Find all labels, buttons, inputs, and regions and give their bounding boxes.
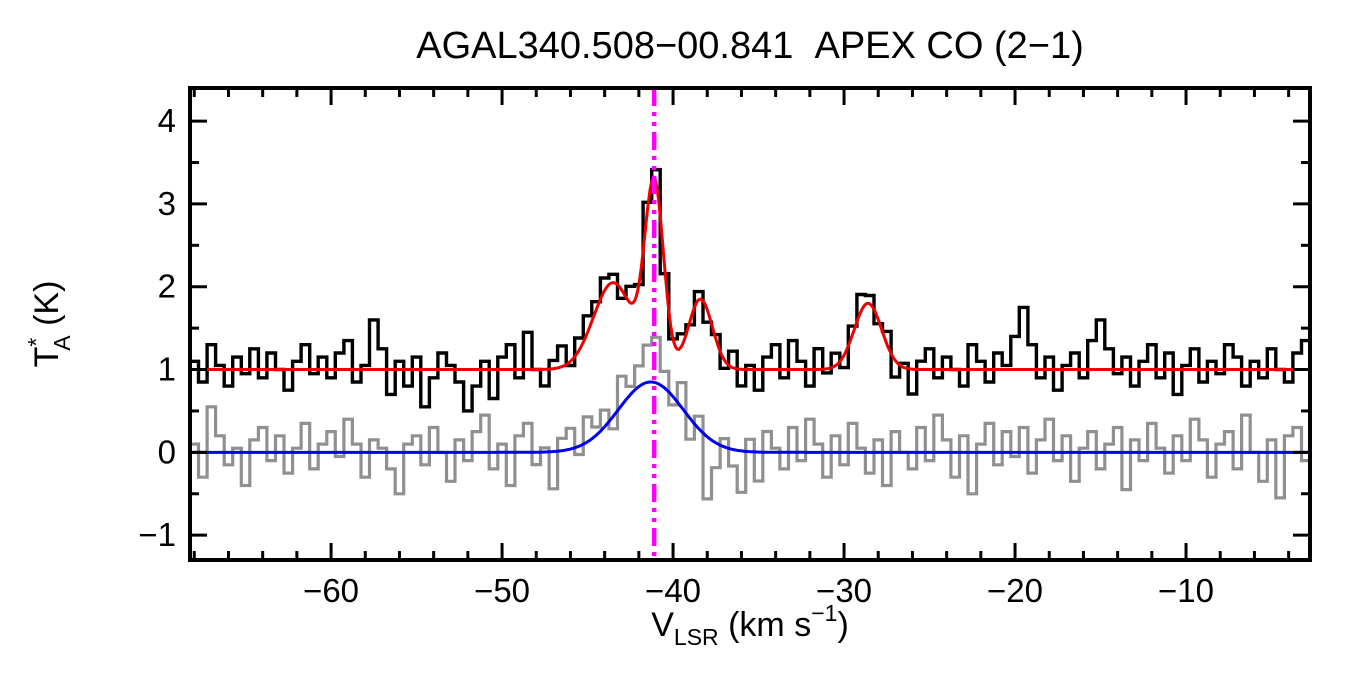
x-tick-label: −10 xyxy=(1158,572,1214,609)
x-tick-label: −60 xyxy=(303,572,359,609)
x-tick-label: −20 xyxy=(987,572,1043,609)
chart-title: AGAL340.508−00.841 APEX CO (2−1) xyxy=(416,25,1084,67)
axis-label-part: (K) xyxy=(28,281,66,336)
y-tick-label: 0 xyxy=(158,433,176,470)
axis-label-part: LSR xyxy=(674,624,719,650)
y-tick-label: 4 xyxy=(158,102,176,139)
x-axis-label: VLSR (km s−1) xyxy=(651,600,849,650)
axis-label-part: A xyxy=(49,335,75,351)
y-axis-label: T*A (K) xyxy=(23,281,75,368)
x-tick-label: −30 xyxy=(816,572,872,609)
axis-label-part: T xyxy=(28,347,66,368)
y-tick-label: −1 xyxy=(138,516,176,553)
axis-label-part: ) xyxy=(837,606,848,644)
axis-label-part: (km s xyxy=(719,606,812,644)
x-tick-label: −50 xyxy=(474,572,530,609)
comparison-spectrum-gray-path xyxy=(190,335,1310,501)
y-tick-label: 2 xyxy=(158,268,176,305)
plot-frame xyxy=(188,86,1312,562)
axis-label-part: * xyxy=(23,338,49,347)
red-gaussian-fit-path xyxy=(190,174,1310,371)
observed-co-spectrum-black-path xyxy=(190,168,1310,413)
y-tick-label: 3 xyxy=(158,185,176,222)
y-tick-label: 1 xyxy=(158,351,176,388)
axes-frame xyxy=(188,86,1312,562)
axis-label-part: V xyxy=(651,606,674,644)
axis-label-part: −1 xyxy=(811,600,837,626)
x-tick-label: −40 xyxy=(645,572,701,609)
series-layer xyxy=(190,88,1310,560)
blue-gaussian-fit-path xyxy=(190,380,1310,454)
